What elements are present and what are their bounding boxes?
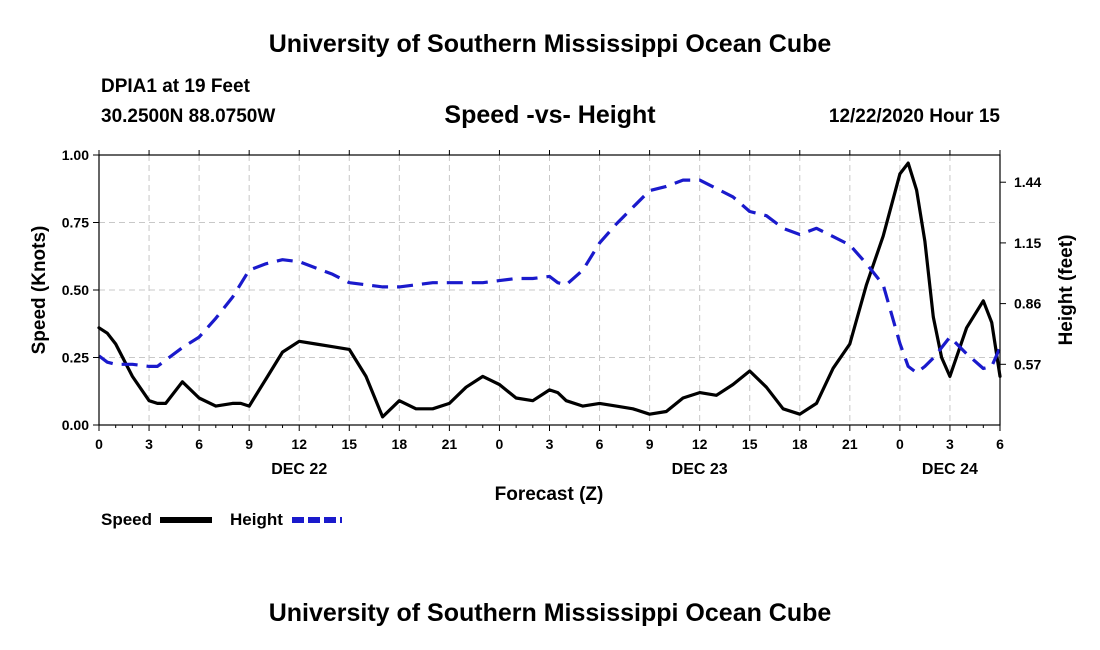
coordinates-label: 30.2500N 88.0750W xyxy=(101,106,276,127)
y-axis-label: Speed (Knots) xyxy=(29,226,50,355)
x-tick-label: 12 xyxy=(291,436,307,452)
x-tick-label: 6 xyxy=(195,436,203,452)
y2-tick-label: 1.15 xyxy=(1014,235,1041,251)
legend-height-label: Height xyxy=(230,510,283,529)
y2-tick-label: 0.86 xyxy=(1014,296,1041,312)
bottom-title: University of Southern Mississippi Ocean… xyxy=(268,599,832,627)
x-tick-label: 12 xyxy=(692,436,708,452)
x-tick-label: 6 xyxy=(596,436,604,452)
chart-title: Speed -vs- Height xyxy=(444,101,656,129)
axis-layer: 0 3 6 9 12 15 18 21 0 3 6 9 12 15 18 21 0 3 6 DEC 22 DEC 23 D… xyxy=(62,147,1042,478)
x-axis-label: Forecast (Z) xyxy=(495,484,604,505)
x-tick-label: 0 xyxy=(95,436,103,452)
legend: Speed Height xyxy=(101,510,342,529)
y-tick-label: 0.00 xyxy=(62,417,89,433)
x-tick-label: 0 xyxy=(896,436,904,452)
y-tick-label: 0.50 xyxy=(62,282,89,298)
speed-series-line xyxy=(97,161,1002,419)
legend-speed-label: Speed xyxy=(101,510,152,529)
day-label: DEC 23 xyxy=(672,461,728,478)
series-layer xyxy=(97,161,1002,419)
y2-axis-label: Height (feet) xyxy=(1056,235,1077,346)
day-label: DEC 24 xyxy=(922,461,978,478)
x-tick-label: 15 xyxy=(341,436,357,452)
x-tick-label: 0 xyxy=(496,436,504,452)
x-tick-label: 3 xyxy=(946,436,954,452)
x-tick-label: 18 xyxy=(392,436,408,452)
station-label: DPIA1 at 19 Feet xyxy=(101,76,250,97)
height-series-line xyxy=(98,178,1002,375)
y-tick-label: 0.25 xyxy=(62,350,89,366)
x-tick-label: 9 xyxy=(245,436,253,452)
x-tick-label: 21 xyxy=(442,436,458,452)
x-tick-label: 3 xyxy=(546,436,554,452)
y2-tick-label: 1.44 xyxy=(1014,174,1041,190)
grid-layer xyxy=(99,155,1000,425)
top-title: University of Southern Mississippi Ocean… xyxy=(268,30,832,58)
x-tick-label: 9 xyxy=(646,436,654,452)
y-tick-label: 0.75 xyxy=(62,215,89,231)
x-tick-label: 6 xyxy=(996,436,1004,452)
y2-tick-label: 0.57 xyxy=(1014,356,1041,372)
x-tick-label: 21 xyxy=(842,436,858,452)
day-label: DEC 22 xyxy=(271,461,327,478)
y-tick-label: 1.00 xyxy=(62,147,89,163)
x-tick-label: 15 xyxy=(742,436,758,452)
forecast-date-label: 12/22/2020 Hour 15 xyxy=(828,106,1000,127)
x-tick-label: 3 xyxy=(145,436,153,452)
x-tick-label: 18 xyxy=(792,436,808,452)
